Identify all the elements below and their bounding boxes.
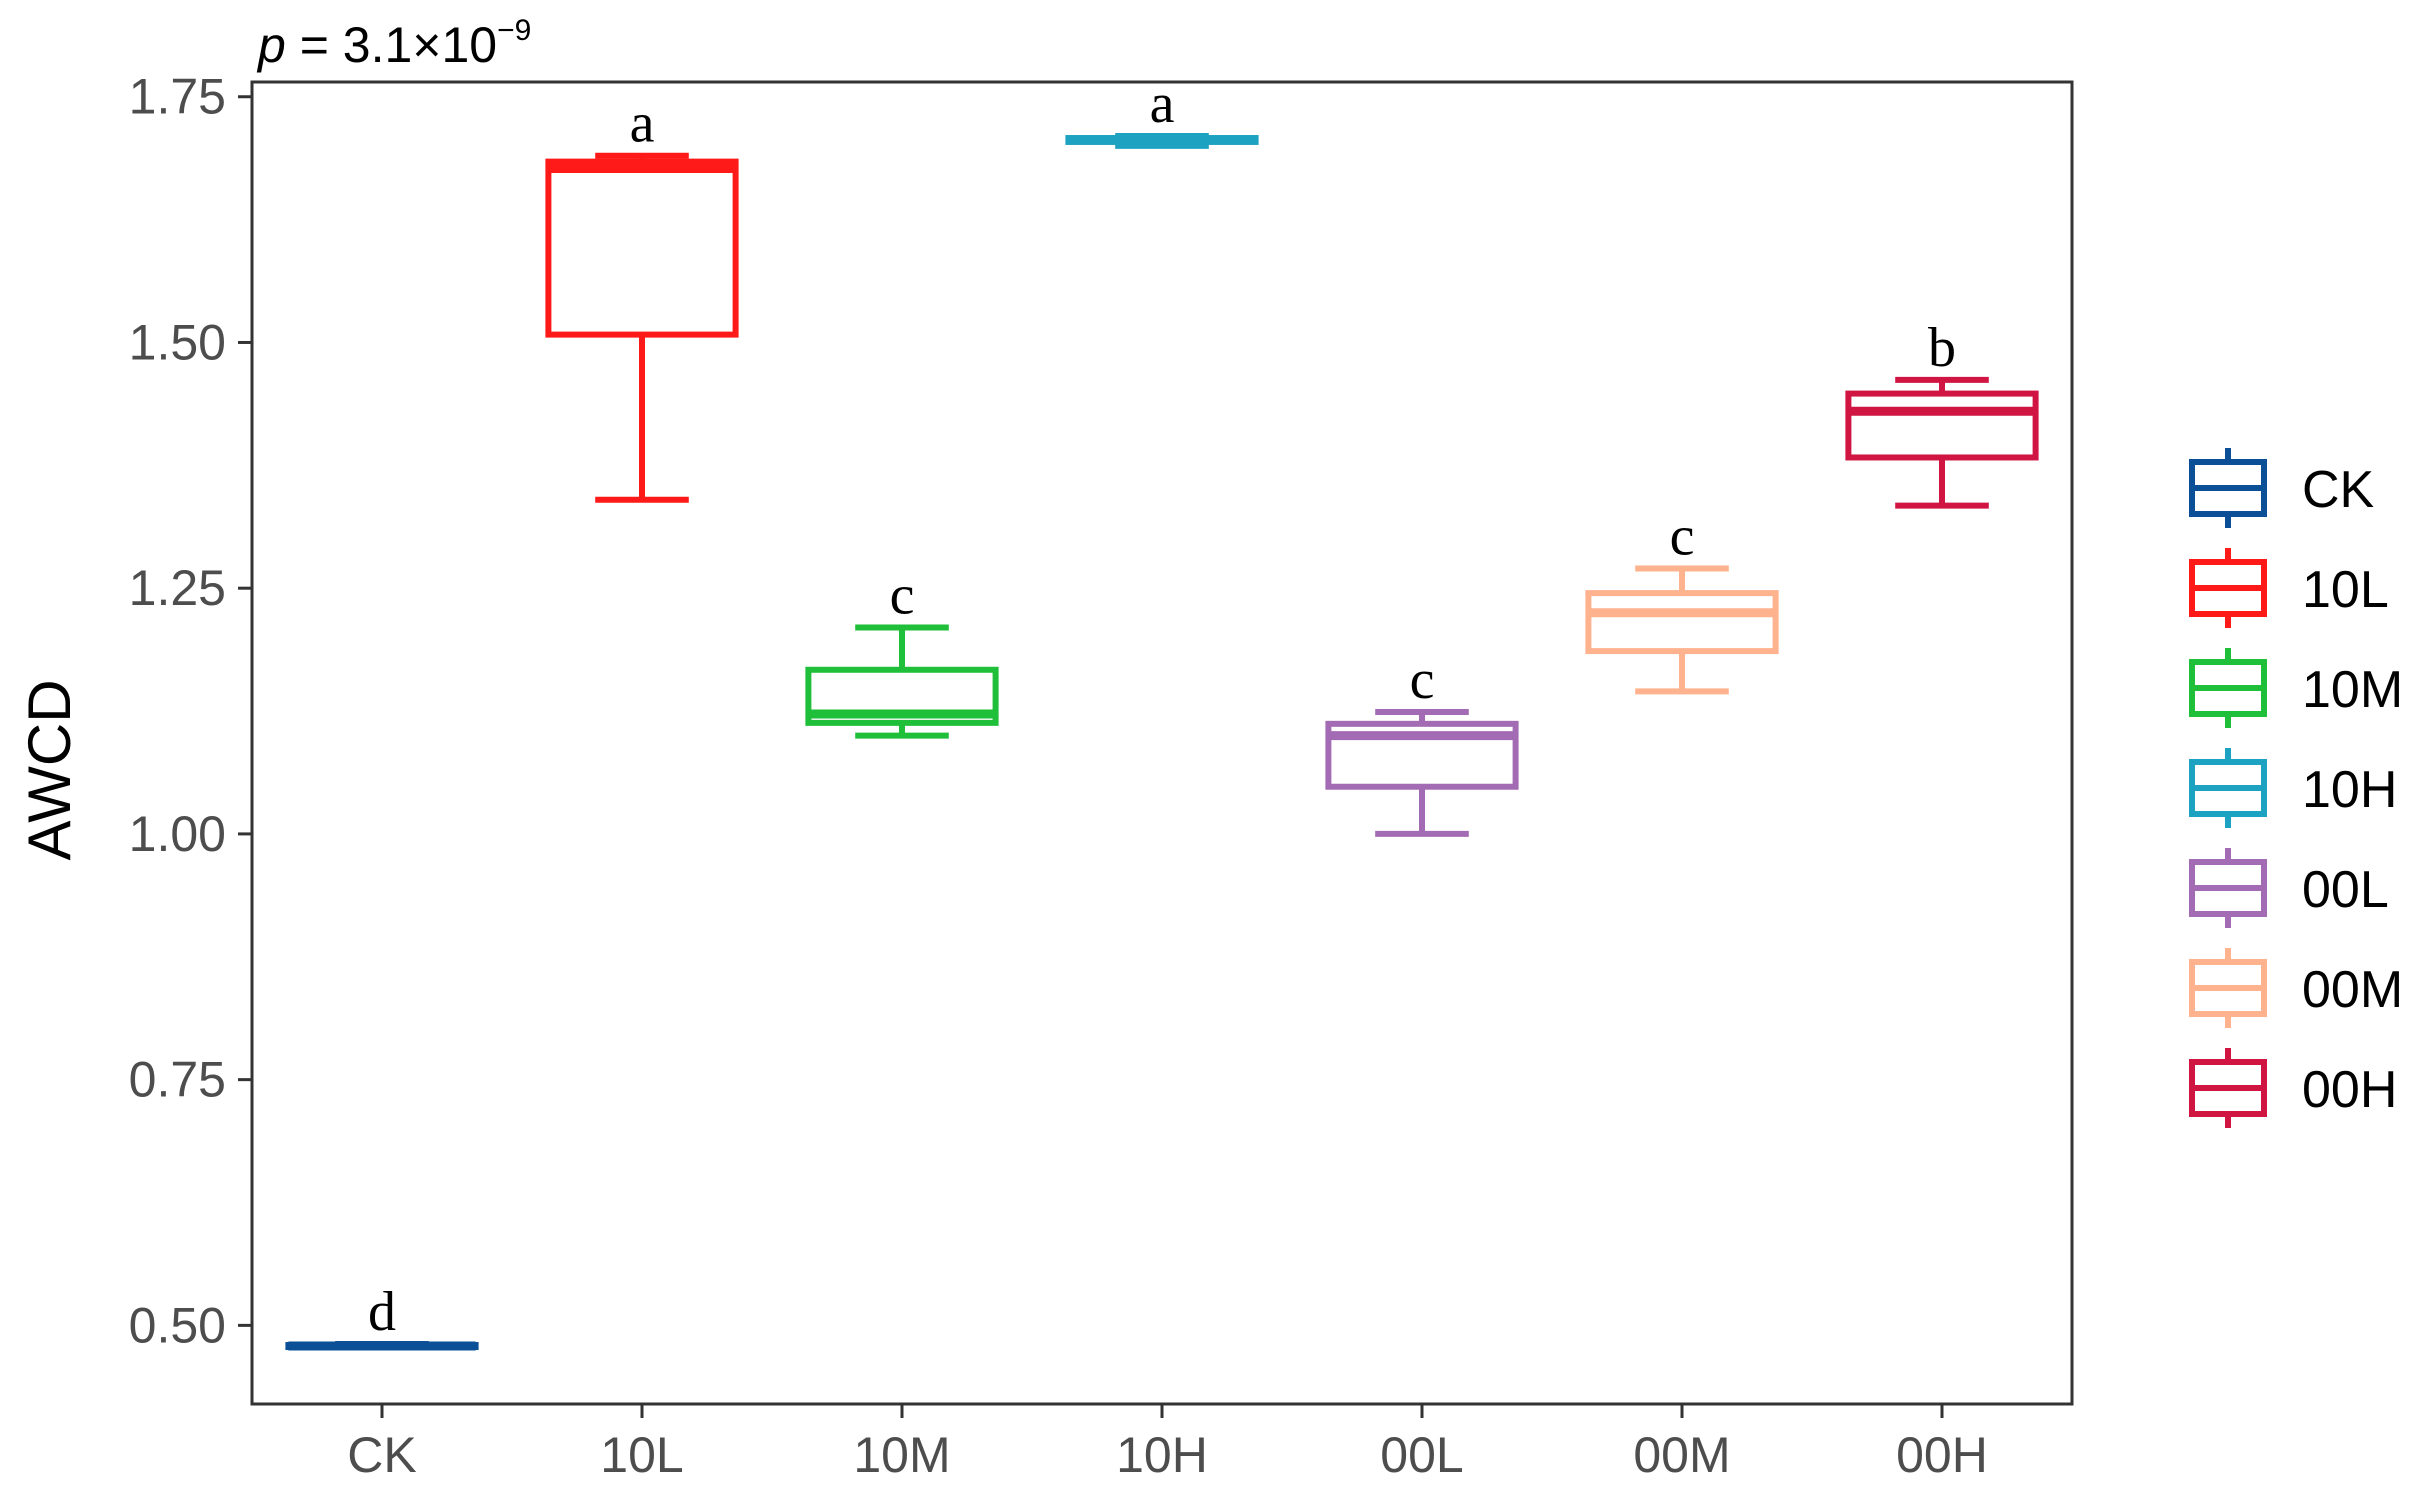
legend-key-10h xyxy=(2189,748,2267,828)
interquartile-box xyxy=(545,158,739,338)
legend-item-00l: 00L xyxy=(2189,848,2389,928)
y-tick-label: 0.75 xyxy=(129,1052,226,1108)
legend-item-10l: 10L xyxy=(2189,548,2389,628)
y-tick-label: 1.75 xyxy=(129,69,226,125)
legend-label-00h: 00H xyxy=(2302,1061,2397,1119)
box-series xyxy=(285,133,2039,1351)
legend-key-10l xyxy=(2189,548,2267,628)
box-00m xyxy=(1585,565,1779,695)
legend: CK 10L 10M 10H 00L 00M 00H xyxy=(2189,448,2403,1128)
legend-key-00m xyxy=(2189,948,2267,1028)
y-tick-label: 1.00 xyxy=(129,806,226,862)
x-tick-label: 10L xyxy=(600,1427,683,1483)
legend-item-ck: CK xyxy=(2189,448,2375,528)
box-00h xyxy=(1845,376,2039,509)
box-00l xyxy=(1325,709,1519,837)
p-value-annotation: p = 3.1×10−9 xyxy=(256,14,531,73)
y-axis: 0.50 0.75 1.00 1.25 1.50 1.75 xyxy=(129,69,252,1353)
x-tick-label: 00M xyxy=(1633,1427,1730,1483)
y-tick-label: 0.50 xyxy=(129,1297,226,1353)
legend-key-ck xyxy=(2189,448,2267,528)
p-value-symbol: p xyxy=(256,17,286,73)
p-value-exponent: −9 xyxy=(497,14,531,47)
legend-key-10m xyxy=(2189,648,2267,728)
legend-item-10m: 10M xyxy=(2189,648,2403,728)
box-ck xyxy=(285,1341,479,1351)
legend-item-00h: 00H xyxy=(2189,1048,2397,1128)
x-tick-label: 00H xyxy=(1896,1427,1988,1483)
p-value-text: = 3.1×10 xyxy=(286,17,497,73)
plot-panel-border xyxy=(250,80,2074,1406)
y-tick-label: 1.25 xyxy=(129,560,226,616)
legend-label-ck: CK xyxy=(2302,461,2375,519)
legend-key-00l xyxy=(2189,848,2267,928)
legend-item-10h: 10H xyxy=(2189,748,2397,828)
y-axis-title: AWCD xyxy=(16,679,83,860)
significance-letter-ck: d xyxy=(368,1281,396,1343)
x-axis: CK 10L 10M 10H 00L 00M 00H xyxy=(347,1404,1988,1483)
box-10h xyxy=(1065,133,1259,149)
legend-label-10h: 10H xyxy=(2302,761,2397,819)
legend-label-10m: 10M xyxy=(2302,661,2403,719)
significance-letter-00l: c xyxy=(1410,649,1435,711)
legend-label-10l: 10L xyxy=(2302,561,2389,619)
legend-key-00h xyxy=(2189,1048,2267,1128)
x-tick-label: CK xyxy=(347,1427,416,1483)
legend-label-00l: 00L xyxy=(2302,861,2389,919)
significance-letter-00h: b xyxy=(1928,317,1956,379)
legend-item-00m: 00M xyxy=(2189,948,2403,1028)
x-tick-label: 10M xyxy=(853,1427,950,1483)
interquartile-box xyxy=(1585,590,1779,655)
x-tick-label: 10H xyxy=(1116,1427,1208,1483)
x-tick-label: 00L xyxy=(1380,1427,1463,1483)
significance-letter-00m: c xyxy=(1670,506,1695,568)
box-10m xyxy=(805,624,999,739)
box-10l xyxy=(545,152,739,503)
legend-label-00m: 00M xyxy=(2302,961,2403,1019)
significance-letter-10m: c xyxy=(890,565,915,627)
significance-letter-10l: a xyxy=(630,93,655,155)
interquartile-box xyxy=(1845,390,2039,461)
y-tick-label: 1.50 xyxy=(129,314,226,370)
